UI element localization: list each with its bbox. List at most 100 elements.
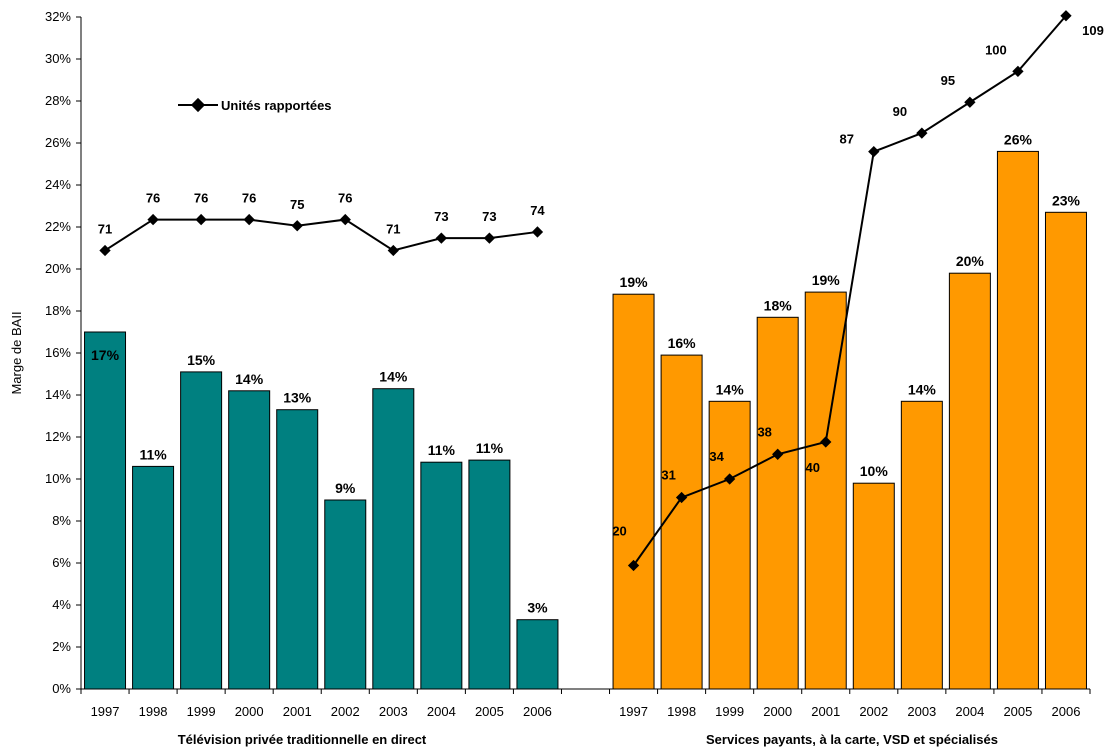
- plot-area: 0% 2% 4% 6% 8% 10% 12% 14% 16% 18% 20% 22% 24% 26% 28%…: [45, 9, 1104, 719]
- units-label: 87: [840, 132, 854, 147]
- bar: [84, 331, 127, 690]
- y-tick-label: 20%: [45, 261, 71, 276]
- units-label: 73: [434, 209, 448, 224]
- units-point: [772, 448, 784, 460]
- x-tick-label: 2006: [1052, 704, 1081, 719]
- legend: Unités rapportées: [178, 97, 332, 113]
- bar: [1044, 211, 1087, 690]
- group-label-2: Services payants, à la carte, VSD et spé…: [706, 732, 998, 747]
- units-point: [868, 145, 880, 158]
- units-label: 20: [612, 523, 626, 538]
- units-label: 109: [1082, 23, 1104, 38]
- units-point: [483, 232, 496, 244]
- units-point: [916, 127, 928, 139]
- y-tick-label: 30%: [45, 51, 71, 66]
- bar: [996, 150, 1039, 690]
- units-point: [99, 244, 111, 257]
- bar-value-label: 11%: [139, 446, 167, 462]
- units-label: 76: [242, 191, 256, 206]
- y-axis-title: Marge de BAII: [9, 311, 24, 394]
- units-label: 40: [806, 460, 820, 475]
- units-point: [627, 559, 640, 572]
- x-tick-label: 2001: [283, 704, 312, 719]
- bar-value-label: 14%: [379, 369, 408, 385]
- y-tick-label: 28%: [45, 93, 71, 108]
- x-tick-label: 2003: [907, 704, 936, 719]
- x-tick-label: 2000: [763, 704, 792, 719]
- units-point: [723, 473, 736, 485]
- units-label: 71: [98, 221, 112, 236]
- y-tick-label: 12%: [45, 429, 71, 444]
- units-label: 76: [146, 191, 160, 206]
- x-tick-label: 1997: [91, 704, 120, 719]
- bar: [756, 316, 799, 690]
- bar: [660, 354, 703, 690]
- units-label: 75: [290, 197, 304, 212]
- units-point: [387, 244, 399, 257]
- units-label: 73: [482, 209, 496, 224]
- x-tick-label: 1998: [667, 704, 696, 719]
- bar-value-label: 14%: [908, 381, 937, 397]
- units-label: 90: [893, 104, 907, 119]
- bar-value-label: 10%: [860, 463, 889, 479]
- bar: [324, 499, 367, 690]
- legend-label: Unités rapportées: [221, 98, 332, 113]
- x-tick-label: 2004: [955, 704, 984, 719]
- units-point: [435, 232, 448, 244]
- bar-value-label: 26%: [1004, 131, 1033, 147]
- units-point: [820, 436, 832, 448]
- units-point: [964, 96, 976, 108]
- bar-value-label: 9%: [335, 480, 356, 496]
- bar-value-label: 20%: [956, 253, 985, 269]
- bar: [372, 388, 415, 690]
- bar-value-label: 13%: [283, 390, 312, 406]
- bar-value-label: 16%: [668, 335, 697, 351]
- y-tick-label: 18%: [45, 303, 71, 318]
- x-tick-label: 2001: [811, 704, 840, 719]
- bar-value-label: 19%: [812, 272, 841, 288]
- bar-value-label: 18%: [764, 297, 793, 313]
- x-tick-label: 1997: [619, 704, 648, 719]
- bar-value-label: 14%: [235, 371, 264, 387]
- units-point: [291, 220, 303, 232]
- units-label: 76: [338, 191, 352, 206]
- y-tick-label: 10%: [45, 471, 71, 486]
- y-tick-label: 14%: [45, 387, 71, 402]
- units-point: [531, 226, 544, 238]
- x-tick-label: 2000: [235, 704, 264, 719]
- bar: [228, 390, 271, 690]
- y-tick-label: 8%: [52, 513, 71, 528]
- x-tick-label: 1999: [187, 704, 216, 719]
- x-tick-label: 1998: [139, 704, 168, 719]
- units-point: [1060, 10, 1072, 22]
- bar-value-label: 19%: [620, 274, 649, 290]
- bar: [900, 400, 943, 690]
- x-tick-label: 2003: [379, 704, 408, 719]
- bar: [948, 272, 991, 690]
- bar: [516, 619, 559, 690]
- bar: [276, 409, 319, 690]
- units-label: 38: [757, 424, 771, 439]
- y-tick-label: 32%: [45, 9, 71, 24]
- bar-value-label: 17%: [91, 347, 120, 363]
- bar: [708, 400, 751, 690]
- units-label: 100: [985, 42, 1007, 57]
- x-tick-label: 2005: [1003, 704, 1032, 719]
- group-label-1: Télévision privée traditionnelle en dire…: [178, 732, 427, 747]
- bar-value-label: 11%: [476, 440, 504, 456]
- bar-value-label: 11%: [428, 442, 456, 458]
- units-point: [339, 213, 351, 226]
- x-tick-label: 2002: [859, 704, 888, 719]
- x-tick-label: 2006: [523, 704, 552, 719]
- bar: [612, 293, 655, 690]
- units-label: 95: [941, 73, 955, 88]
- bar-value-label: 14%: [716, 381, 745, 397]
- units-line: [632, 15, 1067, 567]
- y-tick-label: 26%: [45, 135, 71, 150]
- y-tick-label: 22%: [45, 219, 71, 234]
- bar: [852, 482, 895, 690]
- x-tick-label: 2002: [331, 704, 360, 719]
- x-tick-label: 1999: [715, 704, 744, 719]
- bar-value-label: 3%: [527, 600, 548, 616]
